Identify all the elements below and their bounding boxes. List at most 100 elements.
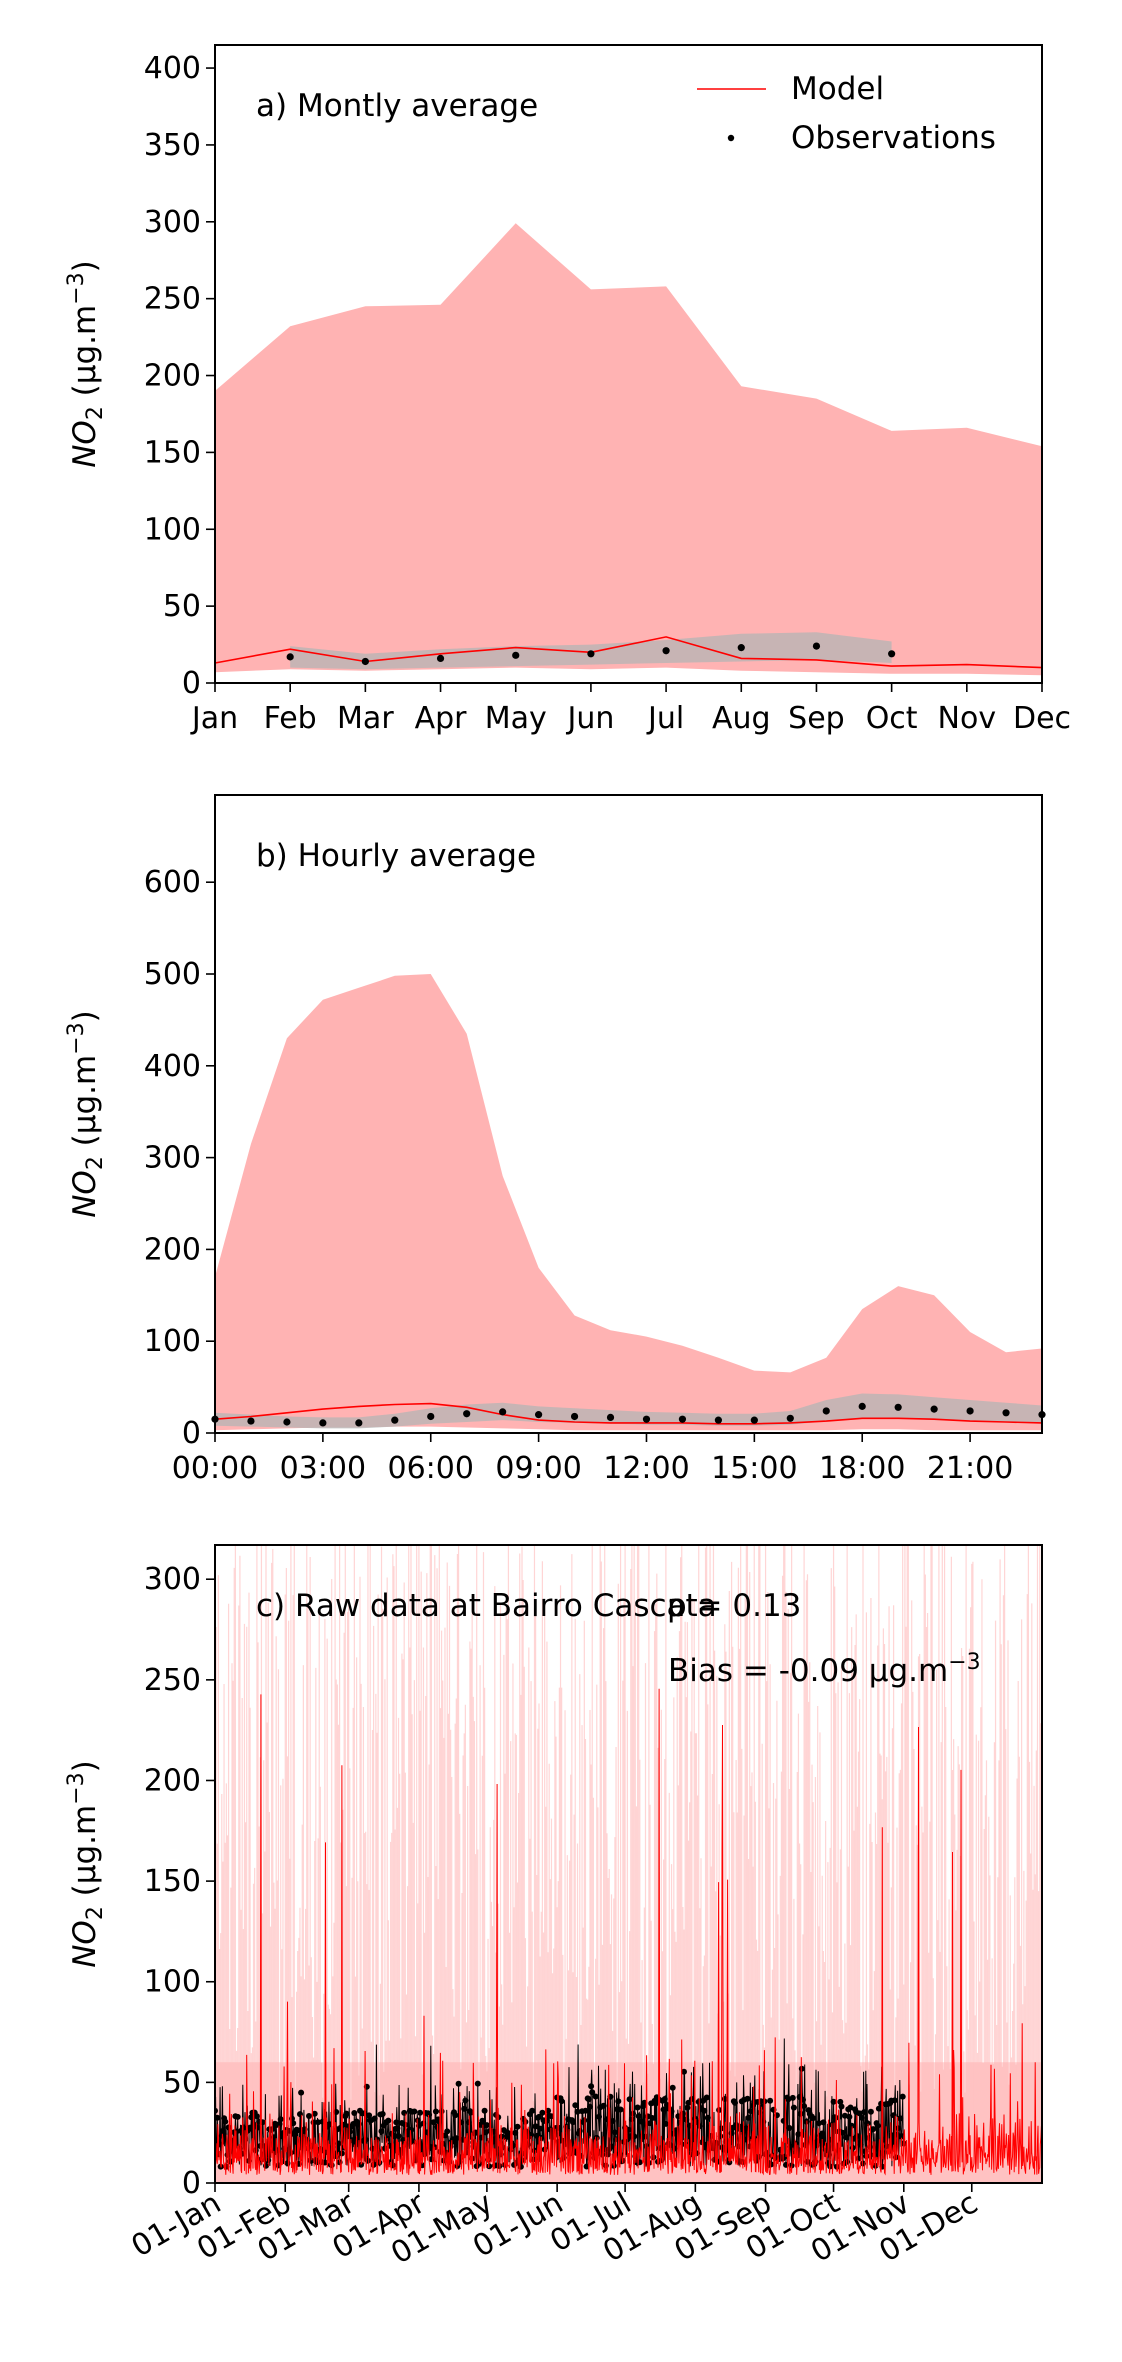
monthly-xtick-label: Dec (1013, 701, 1071, 736)
hourly-obs-point (606, 1413, 615, 1421)
hourly-xtick-label: 15:00 (711, 1451, 797, 1486)
panel-raw: 05010015020025030001-Jan01-Feb01-Mar01-A… (64, 1544, 1043, 2271)
raw-ytick-label: 300 (144, 1562, 201, 1597)
raw-ytick-label: 0 (182, 2166, 201, 2201)
hourly-obs-point (319, 1419, 327, 1427)
hourly-obs-point (930, 1405, 938, 1413)
monthly-ylabel: NO2 (μg.m−3) (64, 260, 108, 468)
hourly-obs-point (642, 1415, 651, 1423)
hourly-obs-point (966, 1407, 974, 1415)
monthly-ytick-label: 300 (144, 205, 201, 240)
hourly-obs-point (678, 1415, 687, 1423)
hourly-obs-point (786, 1414, 794, 1422)
hourly-obs-point (247, 1417, 255, 1425)
monthly-obs-point (888, 650, 896, 658)
hourly-xtick-label: 12:00 (603, 1451, 689, 1486)
monthly-xtick-label: Nov (938, 701, 997, 736)
monthly-obs-point (286, 653, 294, 661)
hourly-ytick-label: 100 (144, 1324, 201, 1359)
hourly-ytick-label: 500 (144, 957, 201, 992)
monthly-obs-points (286, 642, 896, 666)
hourly-xtick-label: 00:00 (172, 1451, 258, 1486)
hourly-xtick-label: 18:00 (819, 1451, 905, 1486)
hourly-obs-point (463, 1410, 471, 1418)
monthly-ytick-label: 150 (144, 435, 201, 470)
hourly-obs-point (355, 1419, 363, 1427)
hourly-obs-points (211, 1402, 1046, 1427)
monthly-ytick-label: 350 (144, 128, 201, 163)
legend-obs-swatch (727, 134, 735, 142)
hourly-obs-point (283, 1418, 291, 1426)
monthly-axes: 0 50 100 150 200 250 300 350 400 Jan Feb Mar Apr May J… (144, 51, 1071, 736)
monthly-xtick-label: Jun (565, 701, 614, 736)
raw-ytick-label: 150 (144, 1864, 201, 1899)
raw-ylabel: NO2 (μg.m−3) (64, 1760, 108, 1968)
hourly-obs-point (535, 1411, 543, 1419)
hourly-obs-point (570, 1412, 579, 1421)
monthly-xtick-label: May (485, 701, 547, 736)
monthly-xtick-label: Jan (190, 701, 238, 736)
monthly-obs-point (587, 650, 595, 658)
hourly-ylabel: NO2 (μg.m−3) (64, 1010, 108, 1218)
monthly-model-band (215, 223, 1042, 676)
hourly-xtick-label: 09:00 (495, 1451, 581, 1486)
raw-frame (214, 1544, 1043, 2184)
raw-model-line (215, 1688, 1042, 2176)
hourly-xtick-label: 03:00 (280, 1451, 366, 1486)
hourly-obs-point (750, 1416, 758, 1424)
legend: Model Observations (697, 71, 996, 156)
monthly-obs-point (812, 642, 821, 650)
raw-ytick-label: 250 (144, 1663, 201, 1698)
monthly-bands (215, 223, 1042, 676)
panel-hourly: 0 100 200 300 400 500 600 00:00 03:00 06:00 09:00 1… (64, 794, 1046, 1486)
raw-ytick-label: 200 (144, 1763, 201, 1798)
monthly-frame (214, 44, 1043, 684)
hourly-obs-point (1002, 1409, 1010, 1417)
hourly-obs-point (822, 1407, 830, 1415)
hourly-model-band (215, 974, 1042, 1431)
hourly-ytick-label: 400 (144, 1049, 201, 1084)
hourly-xtick-label: 21:00 (927, 1451, 1013, 1486)
hourly-ytick-label: 200 (144, 1232, 201, 1267)
hourly-ytick-label: 300 (144, 1141, 201, 1176)
monthly-ytick-label: 250 (144, 282, 201, 317)
monthly-ytick-label: 0 (182, 666, 201, 701)
monthly-xtick-label: Jul (646, 701, 684, 736)
hourly-model-line (214, 1402, 1043, 1425)
monthly-xtick-label: Apr (415, 701, 468, 736)
monthly-obs-point (512, 651, 520, 659)
monthly-obs-point (361, 657, 369, 666)
monthly-obs-point (662, 647, 670, 655)
monthly-obs-point (436, 654, 445, 663)
monthly-ytick-label: 100 (144, 512, 201, 547)
monthly-xtick-label: Sep (788, 701, 845, 736)
panel-monthly: 0 50 100 150 200 250 300 350 400 Jan Feb Mar Apr May J… (64, 44, 1071, 736)
hourly-obs-point (714, 1416, 722, 1424)
monthly-xtick-label: Oct (866, 701, 918, 736)
hourly-axes: 0 100 200 300 400 500 600 00:00 03:00 06:00 09:00 1… (144, 865, 1014, 1486)
raw-ytick-label: 50 (163, 2065, 201, 2100)
hourly-obs-point (499, 1408, 507, 1416)
hourly-obs-point (894, 1403, 902, 1411)
hourly-ytick-label: 0 (182, 1416, 201, 1451)
monthly-ytick-label: 50 (163, 589, 201, 624)
hourly-ytick-label: 600 (144, 865, 201, 900)
monthly-title: a) Montly average (256, 88, 538, 124)
hourly-obs-point (391, 1416, 399, 1424)
hourly-title: b) Hourly average (256, 838, 536, 874)
monthly-ytick-label: 200 (144, 359, 201, 394)
legend-obs-label: Observations (791, 120, 996, 156)
raw-title: c) Raw data at Bairro Cascata (256, 1588, 717, 1624)
hourly-obs-point (427, 1412, 435, 1421)
monthly-ytick-label: 400 (144, 51, 201, 86)
hourly-obs-point (858, 1402, 866, 1410)
monthly-xtick-label: Aug (712, 701, 771, 736)
legend-model-label: Model (791, 71, 884, 107)
raw-correlation: p = 0.13 (667, 1588, 801, 1624)
raw-ytick-label: 100 (144, 1965, 201, 2000)
monthly-model-line (214, 636, 1043, 669)
hourly-frame (214, 794, 1043, 1434)
monthly-xtick-label: Mar (337, 701, 394, 736)
monthly-xtick-label: Feb (264, 701, 317, 736)
